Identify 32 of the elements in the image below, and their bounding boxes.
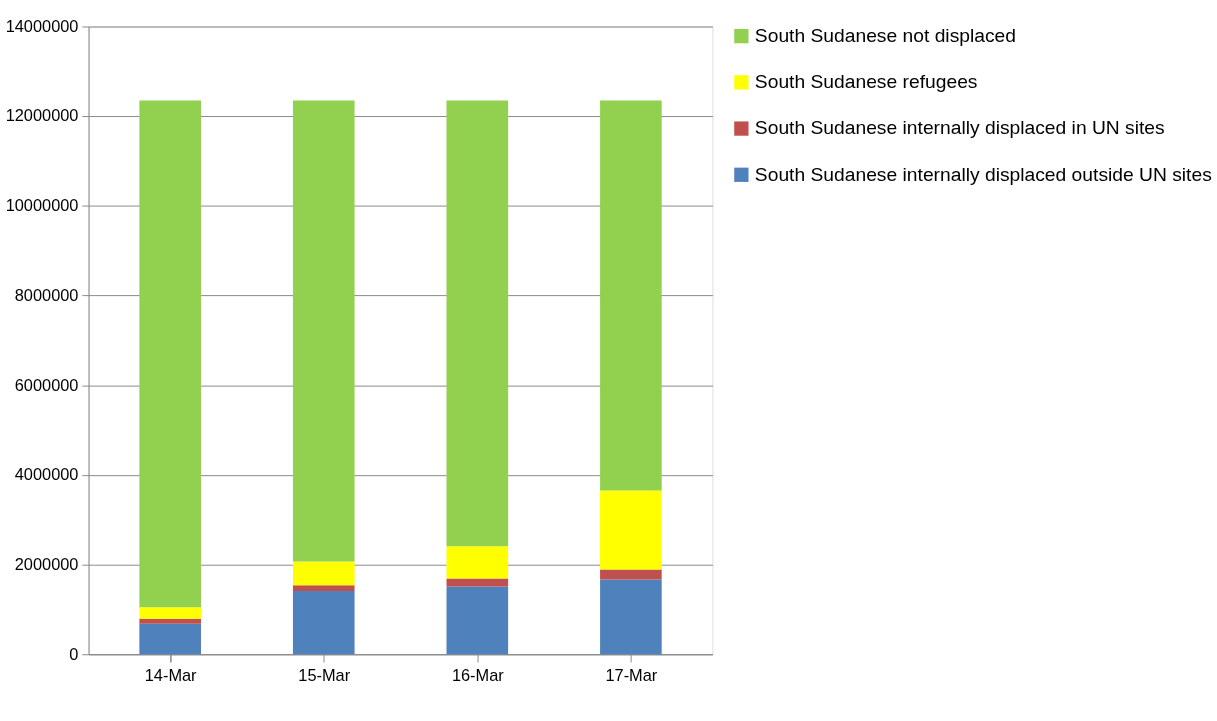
bar xyxy=(292,561,355,586)
legend-label: South Sudanese internally displaced in UN sites xyxy=(754,117,1165,139)
bar xyxy=(139,618,201,624)
y-tick-label: 6000000 xyxy=(14,375,79,394)
y-tick-label: 10000000 xyxy=(5,196,79,215)
legend-label: South Sudanese not displaced xyxy=(754,24,1016,46)
bar xyxy=(139,100,201,608)
y-tick-label: 8000000 xyxy=(14,285,79,304)
bar xyxy=(600,579,662,655)
x-tick-label: 17-Mar xyxy=(605,665,658,684)
x-tick-label: 16-Mar xyxy=(451,665,505,684)
bar xyxy=(446,578,509,587)
bar xyxy=(600,490,662,570)
bar xyxy=(446,586,509,655)
bar xyxy=(292,100,355,562)
y-tick-label: 12000000 xyxy=(5,106,79,125)
bar xyxy=(446,546,509,579)
bar xyxy=(292,585,355,592)
y-tick-label: 2000000 xyxy=(14,554,79,573)
y-tick-label: 4000000 xyxy=(14,465,79,484)
x-tick-label: 14-Mar xyxy=(144,665,198,684)
bar xyxy=(600,100,662,491)
bar xyxy=(139,607,201,619)
y-tick-label: 0 xyxy=(69,644,79,663)
y-tick-label: 14000000 xyxy=(5,16,79,35)
bar xyxy=(446,100,509,547)
bar xyxy=(600,569,662,580)
legend-label: South Sudanese refugees xyxy=(754,71,978,93)
legend-label: South Sudanese internally displaced outside UN sites xyxy=(754,163,1212,185)
bar xyxy=(139,623,201,655)
bar xyxy=(292,591,355,655)
x-tick-label: 15-Mar xyxy=(298,665,351,684)
